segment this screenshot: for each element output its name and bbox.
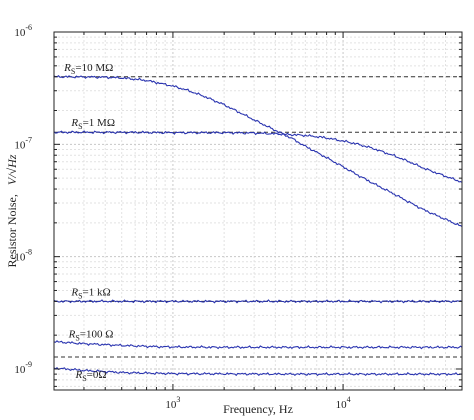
x-tick-label-base: 10 (336, 399, 348, 411)
series-label-subscript: S (78, 122, 82, 131)
series-label-subscript: S (78, 292, 82, 301)
plot-frame (53, 31, 463, 391)
y-tick-label-base: 10 (14, 364, 26, 376)
series-label-subscript: S (82, 374, 86, 383)
series-label-value: =10 MΩ (75, 62, 113, 74)
series-label-value: =1 kΩ (83, 287, 111, 299)
y-tick-label-base: 10 (14, 139, 26, 151)
y-axis-title: Resistor Noise, V/√Hz (5, 154, 19, 267)
series-label: RS=1 MΩ (70, 117, 115, 131)
y-tick-label: 10-8 (14, 248, 32, 264)
tick-marks (53, 31, 463, 390)
y-tick-label-exponent: -7 (25, 135, 32, 144)
y-tick-label: 10-9 (14, 360, 32, 376)
y-axis-title-prefix: Resistor Noise, (5, 194, 19, 267)
series-label: RS=10 MΩ (63, 62, 113, 76)
series-label-value: =0Ω (87, 369, 107, 381)
series-label-symbol: R (74, 369, 82, 381)
svg-text:Resistor Noise, V/√Hz: Resistor Noise, V/√Hz (5, 154, 19, 267)
y-tick-label-exponent: -9 (25, 360, 32, 369)
series-line (53, 74, 463, 228)
series-label: RS=1 kΩ (70, 287, 110, 301)
series-line (53, 130, 463, 183)
y-tick-label-exponent: -8 (25, 248, 32, 257)
grid (53, 31, 463, 390)
series-label-subscript: S (71, 67, 75, 76)
y-tick-label: 10-6 (14, 23, 32, 39)
series-label-value: =100 Ω (80, 329, 114, 341)
x-axis-title: Frequency, Hz (223, 402, 293, 416)
series-line (53, 299, 463, 304)
series-label-symbol: R (70, 287, 78, 299)
x-tick-label-base: 10 (165, 399, 177, 411)
series-lines (53, 74, 463, 377)
y-tick-label: 10-7 (14, 135, 32, 151)
x-tick-label-exponent: 4 (347, 395, 351, 404)
x-tick-label: 104 (336, 395, 351, 411)
y-tick-label-exponent: -6 (25, 23, 32, 32)
series-line (53, 340, 463, 350)
x-tick-label: 103 (165, 395, 180, 411)
y-tick-label-base: 10 (14, 252, 26, 264)
series-label-symbol: R (68, 329, 76, 341)
y-tick-label-base: 10 (14, 27, 26, 39)
series-line (53, 366, 462, 377)
series-label-value: =1 MΩ (83, 117, 115, 129)
y-axis-title-unit: V/√Hz (5, 154, 19, 185)
x-tick-label-exponent: 3 (176, 395, 180, 404)
series-label: RS=0Ω (74, 369, 106, 383)
series-label-symbol: R (70, 117, 78, 129)
series-label: RS=100 Ω (68, 329, 114, 343)
series-label-subscript: S (75, 334, 79, 343)
series-label-symbol: R (63, 62, 71, 74)
